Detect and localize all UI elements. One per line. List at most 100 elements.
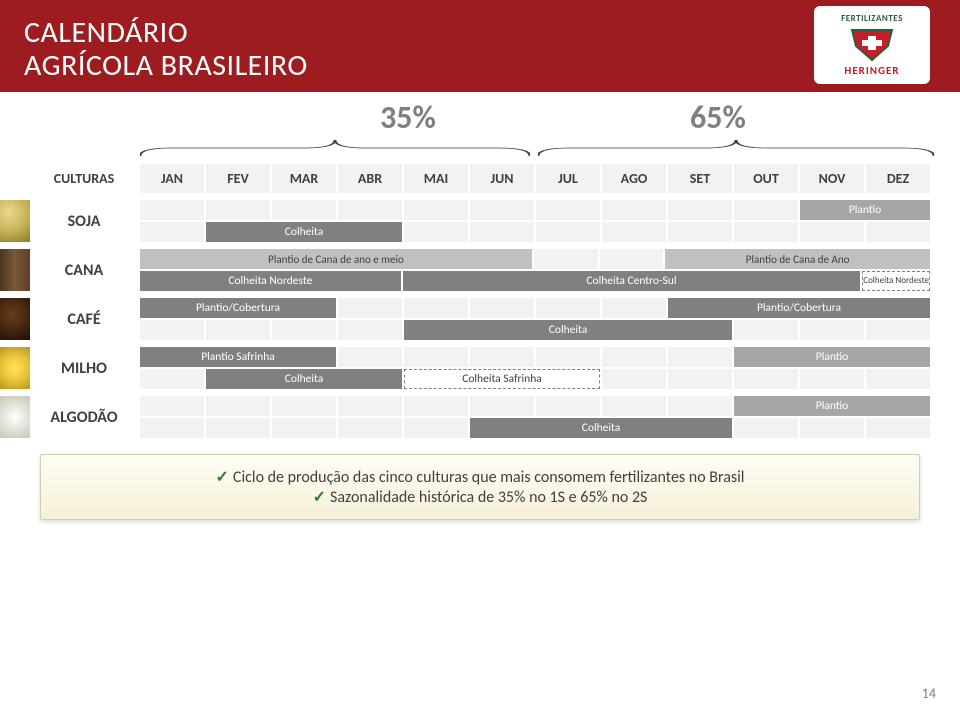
crop-label: CANA <box>30 249 138 291</box>
crop-image-milho <box>0 347 30 389</box>
empty-cell <box>600 249 664 269</box>
empty-cell <box>470 222 534 242</box>
brace-right <box>538 138 934 158</box>
brace-left <box>140 138 530 158</box>
empty-cell <box>668 396 732 416</box>
empty-cell <box>734 222 798 242</box>
header-bar: CALENDÁRIO AGRÍCOLA BRASILEIRO FERTILIZA… <box>0 0 960 92</box>
logo-bottom-text: HERINGER <box>844 64 899 77</box>
gantt-bar: Plantio/Cobertura <box>140 298 336 318</box>
empty-cell <box>534 249 598 269</box>
percentage-row: 35% 65% <box>0 92 960 164</box>
crop-image-cafe <box>0 298 30 340</box>
empty-cell <box>338 200 402 220</box>
empty-cell <box>602 200 666 220</box>
pct-left: 35% <box>380 98 436 137</box>
month-header: MAI <box>404 164 468 193</box>
crop-block-soja: SOJAPlantioColheita <box>30 200 930 242</box>
empty-cell <box>206 418 270 438</box>
empty-cell <box>404 222 468 242</box>
empty-cell <box>800 369 864 389</box>
gantt-bar: Colheita <box>470 418 732 438</box>
empty-cell <box>140 396 204 416</box>
empty-cell <box>668 347 732 367</box>
crop-block-milho: MILHOPlantio SafrinhaPlantioColheitaColh… <box>30 347 930 389</box>
gantt-bar: Plantio de Cana de ano e meio <box>140 249 532 269</box>
gantt-bar: Colheita <box>206 222 402 242</box>
page-number: 14 <box>922 685 936 702</box>
empty-cell <box>470 396 534 416</box>
crop-image-algodao <box>0 396 30 438</box>
empty-cell <box>338 347 402 367</box>
empty-cell <box>338 320 402 340</box>
empty-cell <box>866 418 930 438</box>
gantt-bar: Colheita Safrinha <box>404 369 600 389</box>
empty-cell <box>602 298 666 318</box>
empty-cell <box>866 320 930 340</box>
check-icon: ✓ <box>313 488 326 507</box>
empty-cell <box>800 222 864 242</box>
calendar-grid: CULTURASJANFEVMARABRMAIJUNJULAGOSETOUTNO… <box>0 164 960 438</box>
empty-cell <box>536 222 600 242</box>
month-header: AGO <box>602 164 666 193</box>
empty-cell <box>602 347 666 367</box>
crop-label: CAFÉ <box>30 298 138 340</box>
empty-cell <box>470 298 534 318</box>
empty-cell <box>404 200 468 220</box>
empty-cell <box>338 396 402 416</box>
empty-cell <box>206 320 270 340</box>
title-line2: AGRÍCOLA BRASILEIRO <box>24 47 936 84</box>
empty-cell <box>206 200 270 220</box>
empty-cell <box>404 298 468 318</box>
gantt-bar: Colheita Nordeste <box>862 271 930 291</box>
title-line1: CALENDÁRIO <box>24 14 936 51</box>
crop-block-cafe: CAFÉPlantio/CoberturaPlantio/CoberturaCo… <box>30 298 930 340</box>
month-header: FEV <box>206 164 270 193</box>
gantt-bar: Colheita Centro-Sul <box>403 271 861 291</box>
empty-cell <box>668 369 732 389</box>
empty-cell <box>536 298 600 318</box>
empty-cell <box>140 320 204 340</box>
empty-cell <box>470 347 534 367</box>
month-header: OUT <box>734 164 798 193</box>
empty-cell <box>272 396 336 416</box>
empty-cell <box>734 369 798 389</box>
empty-cell <box>668 200 732 220</box>
crop-label: SOJA <box>30 200 138 242</box>
month-header: DEZ <box>866 164 930 193</box>
empty-cell <box>338 418 402 438</box>
empty-cell <box>272 200 336 220</box>
notes-box: ✓Ciclo de produção das cinco culturas qu… <box>40 454 920 520</box>
empty-cell <box>602 222 666 242</box>
gantt-bar: Plantio/Cobertura <box>668 298 930 318</box>
empty-cell <box>734 200 798 220</box>
gantt-bar: Colheita <box>404 320 732 340</box>
empty-cell <box>668 222 732 242</box>
crop-block-algodao: ALGODÃOPlantioColheita <box>30 396 930 438</box>
logo-top-text: FERTILIZANTES <box>841 13 903 24</box>
crop-block-cana: CANAPlantio de Cana de ano e meioPlantio… <box>30 249 930 291</box>
empty-cell <box>734 418 798 438</box>
logo: FERTILIZANTES HERINGER <box>814 6 930 84</box>
empty-cell <box>206 396 270 416</box>
gantt-bar: Colheita Nordeste <box>140 271 401 291</box>
crops-container: SOJAPlantioColheita CANAPlantio de Cana d… <box>30 200 930 438</box>
month-header: JAN <box>140 164 204 193</box>
empty-cell <box>470 200 534 220</box>
empty-cell <box>140 418 204 438</box>
empty-cell <box>800 320 864 340</box>
empty-cell <box>734 320 798 340</box>
month-header: ABR <box>338 164 402 193</box>
gantt-bar: Colheita <box>206 369 402 389</box>
month-header: NOV <box>800 164 864 193</box>
month-header: SET <box>668 164 732 193</box>
empty-cell <box>272 320 336 340</box>
empty-cell <box>602 369 666 389</box>
empty-cell <box>272 418 336 438</box>
empty-cell <box>536 347 600 367</box>
empty-cell <box>140 222 204 242</box>
month-header-row: CULTURASJANFEVMARABRMAIJUNJULAGOSETOUTNO… <box>30 164 930 193</box>
month-header: JUL <box>536 164 600 193</box>
logo-shield-icon <box>848 26 896 62</box>
check-icon: ✓ <box>216 468 229 487</box>
